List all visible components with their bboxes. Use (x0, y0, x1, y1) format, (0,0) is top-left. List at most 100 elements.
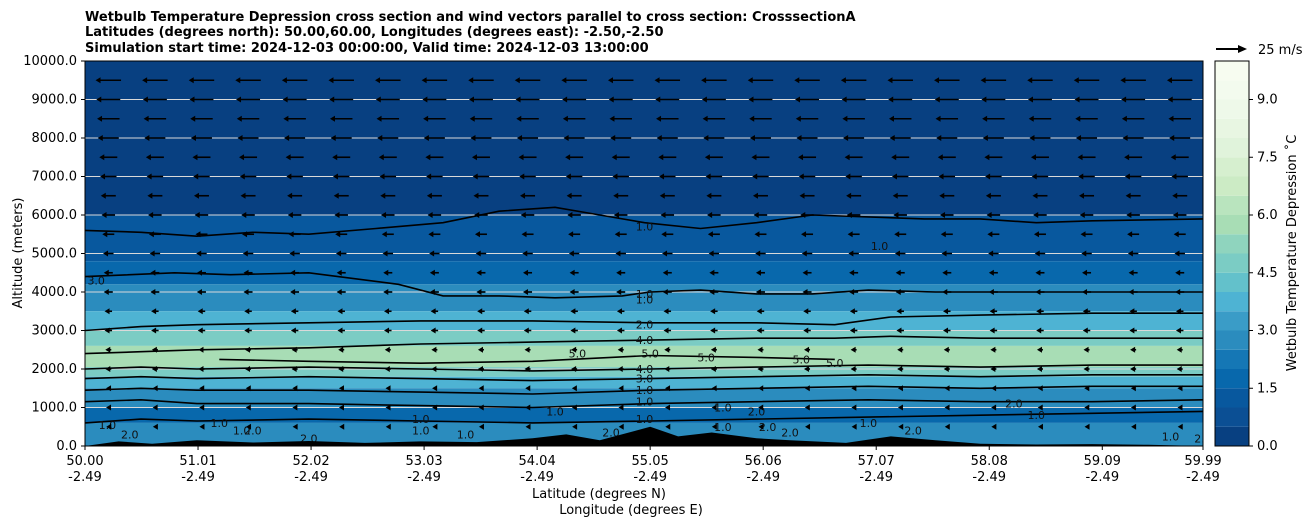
contour-label-31: 2.0 (904, 425, 922, 438)
wind-vector (571, 346, 578, 353)
wind-vector-head (850, 346, 856, 353)
wind-vector-head (328, 77, 334, 84)
wind-vector-head (478, 404, 484, 411)
contour-label-36: 2.0 (781, 427, 799, 440)
wind-vector-head (287, 192, 293, 199)
wind-vector-head (193, 192, 199, 199)
wind-vector (151, 346, 158, 353)
wind-vector-head (803, 308, 809, 315)
wind-vector (1175, 308, 1184, 315)
wind-vector-head (291, 366, 297, 372)
wind-vector (1079, 212, 1094, 218)
wind-vector (1036, 308, 1044, 315)
wind-vector-head (665, 423, 671, 430)
wind-vector-head (100, 173, 106, 180)
wind-vector-head (199, 423, 205, 430)
wind-vector (944, 404, 950, 411)
wind-vector (654, 77, 681, 84)
wind-vector-head (1169, 135, 1175, 141)
wind-vector (292, 423, 298, 430)
wind-vector-head (756, 308, 762, 315)
wind-vector-head (795, 115, 801, 122)
wind-vector (756, 308, 765, 315)
colorbar-swatch-2 (1215, 388, 1249, 408)
wind-vector (1075, 115, 1098, 122)
wind-vector (796, 135, 818, 141)
wind-vector-head (385, 385, 391, 392)
wind-vector (196, 269, 206, 276)
wind-vector-head (798, 154, 804, 161)
wind-vector (237, 135, 259, 141)
wind-vector-head (145, 154, 151, 161)
wind-vector (1037, 385, 1043, 392)
wind-vector-head (938, 173, 944, 180)
wind-vector (473, 192, 489, 199)
wind-vector-head (936, 135, 942, 141)
wind-vector (1172, 212, 1187, 218)
wind-vector-head (751, 154, 757, 161)
wind-vector-head (663, 327, 669, 334)
wind-vector-head (426, 173, 432, 180)
wind-vector-head (472, 173, 478, 180)
wind-vector (991, 404, 997, 411)
wind-vector-head (563, 135, 569, 141)
wind-vector (429, 289, 439, 295)
wind-vector-head (1177, 404, 1183, 411)
colorbar-tick-label-3: 4.5 (1257, 266, 1278, 281)
wind-vector-head (753, 212, 759, 218)
wind-vector-head (289, 250, 295, 257)
wind-vector-head (665, 404, 671, 411)
wind-vector (758, 385, 764, 392)
wind-vector (96, 96, 121, 103)
wind-vector-head (755, 250, 761, 257)
wind-vector (106, 385, 112, 392)
y-tick-label-6: 6000.0 (32, 208, 78, 223)
wind-vector-head (431, 346, 437, 353)
wind-vector (562, 96, 587, 103)
wind-vector (752, 173, 769, 180)
wind-vector (1174, 250, 1185, 257)
x-tick-label-lon-10: -2.49 (1186, 470, 1220, 485)
wind-vector (385, 423, 391, 430)
wind-vector-head (1129, 308, 1135, 315)
wind-vector-head (142, 96, 148, 103)
wind-vector-head (193, 173, 199, 180)
wind-vector-head (430, 308, 436, 315)
contour-line-6 (85, 373, 1203, 382)
wind-vector-head (330, 135, 336, 141)
contour-label-20: 1.0 (233, 425, 251, 438)
wind-vector (989, 308, 998, 315)
contour-label-18: 1.0 (211, 417, 229, 430)
wind-vector (142, 77, 168, 84)
wind-vector (707, 231, 720, 238)
wind-vector-head (524, 346, 530, 353)
wind-vector (568, 250, 580, 257)
wind-vector (1028, 115, 1052, 122)
colorbar-swatch-1 (1215, 407, 1249, 427)
wind-vector (708, 250, 720, 257)
wind-vector (752, 192, 768, 199)
wind-vector (703, 135, 725, 141)
wind-vector (756, 327, 765, 334)
wind-vector (1083, 346, 1090, 353)
wind-vector (103, 250, 114, 257)
wind-vector-head (704, 154, 710, 161)
wind-vector (336, 289, 346, 295)
wind-vector (100, 192, 116, 199)
wind-vector-head (190, 115, 196, 122)
wind-vector (103, 289, 113, 295)
wind-vector-head (702, 115, 708, 122)
wind-vector (1033, 212, 1047, 218)
wind-vector-head (523, 327, 529, 334)
wind-vector-head (429, 250, 435, 257)
colorbar-swatch-15 (1215, 138, 1249, 158)
wind-vector-head (100, 192, 106, 199)
wind-vector (474, 231, 487, 238)
wind-vector-head (1177, 423, 1183, 430)
contour-label-1: 1.0 (636, 288, 654, 301)
wind-vector-head (104, 308, 110, 315)
wind-vector (422, 96, 447, 103)
wind-vector (618, 385, 624, 392)
wind-vector-head (1036, 327, 1042, 334)
wind-vector-head (755, 269, 761, 276)
